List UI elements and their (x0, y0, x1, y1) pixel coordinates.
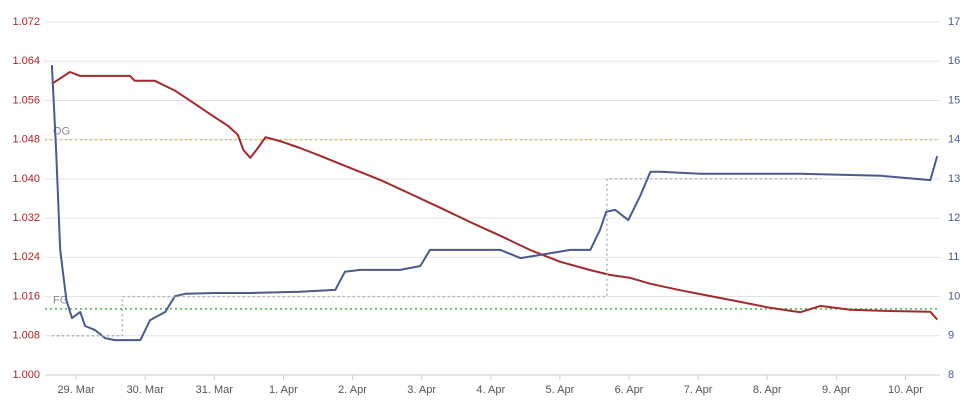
x-tick-label: 31. Mar (196, 384, 234, 396)
y-tick-label: 1.072 (12, 16, 40, 28)
x-tick-label: 6. Apr (615, 384, 644, 396)
y2-tick-label: 10 (948, 290, 960, 302)
y-tick-label: 1.000 (12, 369, 40, 381)
y2-tick-label: 11 (948, 251, 959, 263)
series-line (50, 65, 939, 342)
y-tick-label: 1.032 (12, 212, 40, 224)
x-tick-label: 29. Mar (57, 384, 95, 396)
reference-label: OG (53, 126, 70, 138)
y2-tick-label: 9 (948, 330, 954, 342)
y-tick-label: 1.016 (12, 290, 40, 302)
x-tick-label: 2. Apr (338, 384, 367, 396)
series-line (51, 178, 821, 337)
x-tick-label: 9. Apr (822, 384, 851, 396)
y2-tick-label: 15 (948, 94, 960, 106)
series-line (51, 71, 938, 321)
y-tick-label: 1.024 (12, 251, 40, 263)
x-tick-label: 4. Apr (476, 384, 505, 396)
y-tick-label: 1.056 (12, 94, 40, 106)
y2-tick-label: 16 (948, 55, 960, 67)
y2-tick-label: 12 (948, 212, 960, 224)
x-tick-label: 10. Apr (888, 384, 923, 396)
y2-tick-label: 13 (948, 173, 960, 185)
x-tick-label: 7. Apr (684, 384, 713, 396)
y-tick-label: 1.008 (12, 330, 40, 342)
y2-tick-label: 17 (948, 16, 960, 28)
x-tick-label: 30. Mar (127, 384, 165, 396)
y-tick-label: 1.048 (12, 134, 40, 146)
y-tick-label: 1.064 (12, 55, 40, 67)
y-tick-label: 1.040 (12, 173, 40, 185)
y2-tick-label: 8 (948, 369, 954, 381)
x-tick-label: 3. Apr (407, 384, 436, 396)
x-tick-label: 5. Apr (546, 384, 575, 396)
reference-label: FG (53, 295, 68, 307)
x-tick-label: 8. Apr (753, 384, 782, 396)
y2-tick-label: 14 (948, 134, 960, 146)
x-tick-label: 1. Apr (269, 384, 298, 396)
